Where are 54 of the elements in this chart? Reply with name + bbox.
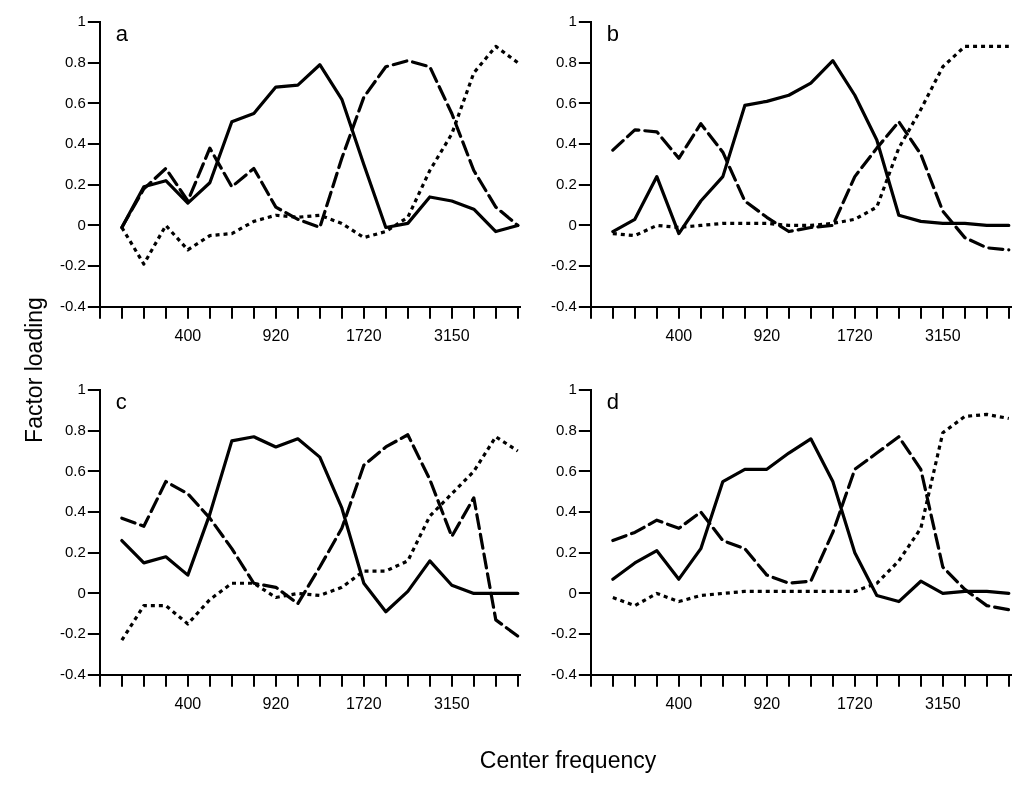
x-tick-label: 400 bbox=[174, 694, 202, 712]
y-tick-label: 0.2 bbox=[555, 174, 577, 192]
y-tick-label: 0.6 bbox=[64, 93, 86, 111]
x-tick-label: 400 bbox=[665, 326, 693, 344]
x-tick-label: 3150 bbox=[925, 326, 961, 344]
y-tick-label: -0.2 bbox=[59, 624, 86, 642]
y-tick-label: -0.2 bbox=[59, 256, 86, 274]
chart-title: c bbox=[115, 389, 127, 415]
y-tick-label: 0 bbox=[568, 583, 577, 601]
x-tick-label: 920 bbox=[262, 694, 290, 712]
x-tick-label: 1720 bbox=[837, 326, 873, 344]
y-tick-label: 0.2 bbox=[64, 542, 86, 560]
y-tick-label: 1 bbox=[568, 12, 577, 30]
chart-title: d bbox=[606, 389, 620, 415]
y-tick-label: 0 bbox=[77, 583, 86, 601]
y-tick-label: 0.6 bbox=[555, 93, 577, 111]
y-tick-label: 0 bbox=[568, 215, 577, 233]
y-tick-label: -0.4 bbox=[550, 296, 577, 314]
y-tick-label: -0.4 bbox=[59, 296, 86, 314]
y-tick-label: 1 bbox=[568, 380, 577, 398]
x-tick-label: 1720 bbox=[346, 694, 382, 712]
x-tick-label: 3150 bbox=[434, 694, 470, 712]
chart-title: a bbox=[115, 21, 129, 47]
y-tick-label: 0.4 bbox=[64, 134, 86, 152]
x-tick-label: 400 bbox=[174, 326, 202, 344]
y-tick-label: 0.4 bbox=[64, 502, 86, 520]
x-tick-label: 400 bbox=[665, 694, 693, 712]
y-tick-label: 0.2 bbox=[555, 542, 577, 560]
x-tick-label: 920 bbox=[753, 326, 781, 344]
x-tick-label: 920 bbox=[262, 326, 290, 344]
y-tick-label: 0.4 bbox=[555, 134, 577, 152]
y-tick-label: 0.6 bbox=[64, 461, 86, 479]
y-tick-label: -0.4 bbox=[59, 664, 86, 682]
y-tick-label: -0.2 bbox=[550, 256, 577, 274]
y-tick-label: 0.8 bbox=[64, 420, 86, 438]
x-axis-title: Center frequency bbox=[479, 746, 657, 774]
y-tick-label: 1 bbox=[77, 12, 86, 30]
y-axis-title: Factor loading bbox=[20, 297, 48, 443]
x-tick-label: 3150 bbox=[434, 326, 470, 344]
y-tick-label: 1 bbox=[77, 380, 86, 398]
y-tick-label: -0.4 bbox=[550, 664, 577, 682]
y-tick-label: -0.2 bbox=[550, 624, 577, 642]
x-tick-label: 1720 bbox=[346, 326, 382, 344]
x-tick-label: 1720 bbox=[837, 694, 873, 712]
x-tick-label: 920 bbox=[753, 694, 781, 712]
y-tick-label: 0.8 bbox=[64, 52, 86, 70]
y-tick-label: 0.8 bbox=[555, 420, 577, 438]
y-tick-label: 0 bbox=[77, 215, 86, 233]
x-tick-label: 3150 bbox=[925, 694, 961, 712]
y-tick-label: 0.4 bbox=[555, 502, 577, 520]
y-tick-label: 0.8 bbox=[555, 52, 577, 70]
y-tick-label: 0.2 bbox=[64, 174, 86, 192]
y-tick-label: 0.6 bbox=[555, 461, 577, 479]
chart-title: b bbox=[606, 21, 620, 47]
